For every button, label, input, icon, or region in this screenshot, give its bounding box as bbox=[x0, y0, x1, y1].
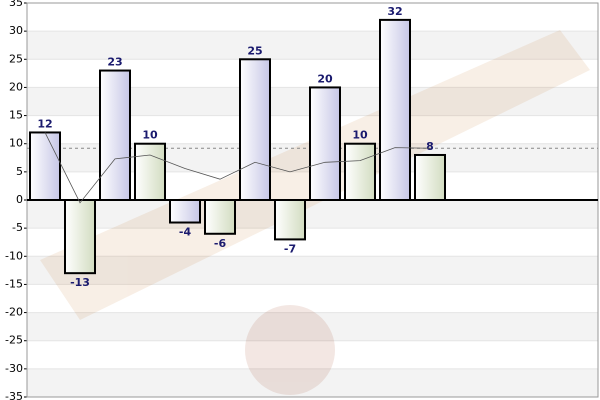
bar bbox=[274, 199, 306, 241]
value-label: -4 bbox=[179, 226, 192, 239]
grid-band bbox=[27, 312, 598, 341]
value-label: 23 bbox=[107, 56, 122, 69]
bar bbox=[64, 199, 96, 275]
y-tick-label: -20 bbox=[5, 306, 23, 319]
value-label: 32 bbox=[387, 5, 402, 18]
bar bbox=[379, 18, 411, 202]
bar bbox=[414, 153, 446, 202]
y-tick-label: -30 bbox=[5, 362, 23, 375]
bar bbox=[99, 69, 131, 201]
grid-band bbox=[27, 368, 598, 397]
y-tick-label: 20 bbox=[9, 80, 23, 93]
value-label: -7 bbox=[284, 242, 296, 255]
y-tick-label: -15 bbox=[5, 277, 23, 290]
value-label: 10 bbox=[352, 129, 368, 142]
y-tick-label: -35 bbox=[5, 390, 23, 400]
value-label: 10 bbox=[142, 129, 158, 142]
y-tick-label: -5 bbox=[12, 221, 23, 234]
bar bbox=[309, 86, 341, 201]
value-label: -13 bbox=[70, 276, 90, 289]
grid-band bbox=[27, 200, 598, 229]
y-tick-label: 30 bbox=[9, 24, 23, 37]
bar bbox=[204, 199, 236, 235]
bar bbox=[239, 58, 271, 201]
y-tick-label: -25 bbox=[5, 334, 23, 347]
bar bbox=[134, 142, 166, 201]
value-label: 12 bbox=[37, 117, 52, 130]
value-label: -6 bbox=[214, 237, 227, 250]
bar bbox=[169, 199, 201, 224]
y-tick-label: 10 bbox=[9, 137, 23, 150]
bar bbox=[344, 142, 376, 201]
y-tick-label: 0 bbox=[16, 193, 23, 206]
y-tick-label: 25 bbox=[9, 52, 23, 65]
y-tick-label: 35 bbox=[9, 0, 23, 9]
trend-line bbox=[44, 132, 431, 204]
value-label: 25 bbox=[247, 44, 262, 57]
y-tick-label: 5 bbox=[16, 165, 23, 178]
value-label: 8 bbox=[426, 140, 434, 153]
y-tick-label: -10 bbox=[5, 249, 23, 262]
grid-band bbox=[27, 31, 598, 60]
y-tick-label: 15 bbox=[9, 109, 23, 122]
value-label: 20 bbox=[317, 72, 333, 85]
bar bbox=[29, 131, 61, 201]
grid-band bbox=[27, 256, 598, 285]
